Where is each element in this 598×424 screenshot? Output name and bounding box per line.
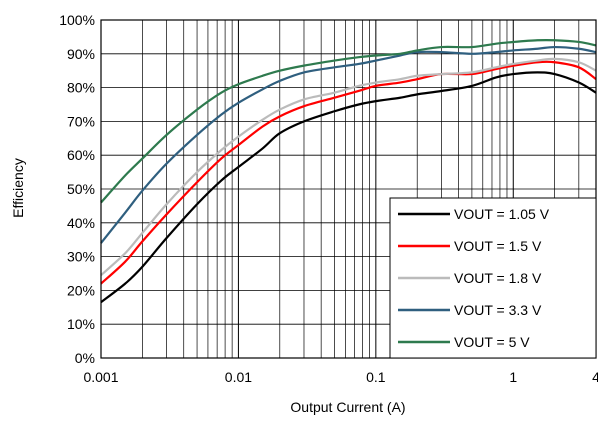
- tick-label-layer: 0% 10% 20% 30% 40% 50% 60% 70% 80% 90% 100% 0.001 0.…: [59, 12, 598, 385]
- series-line-1: [100, 71, 597, 304]
- x-tick-label: 0.01: [225, 369, 252, 385]
- x-tick-label: 0.001: [83, 369, 118, 385]
- y-tick-label: 10%: [67, 316, 95, 332]
- y-tick-label: 100%: [59, 12, 95, 28]
- x-tick-label: 0.1: [366, 369, 386, 385]
- legend-label-2: VOUT = 1.5 V: [454, 238, 542, 254]
- legend: VOUT = 1.05 V VOUT = 1.5 V VOUT = 1.8 V VOU…: [389, 197, 597, 359]
- series-line-3: [100, 57, 597, 277]
- y-tick-label: 60%: [67, 147, 95, 163]
- y-tick-label: 80%: [67, 80, 95, 96]
- y-tick-label: 90%: [67, 46, 95, 62]
- x-axis-title: Output Current (A): [290, 399, 405, 415]
- legend-label-3: VOUT = 1.8 V: [454, 270, 542, 286]
- series-line-2: [100, 60, 597, 285]
- y-tick-label: 0%: [75, 350, 95, 366]
- y-tick-label: 30%: [67, 249, 95, 265]
- y-tick-label: 20%: [67, 282, 95, 298]
- y-tick-label: 70%: [67, 113, 95, 129]
- series-layer: [100, 38, 597, 304]
- series-line-5: [100, 38, 597, 204]
- legend-label-1: VOUT = 1.05 V: [454, 206, 550, 222]
- series-line-4: [100, 45, 597, 244]
- x-tick-label: 1: [509, 369, 517, 385]
- legend-label-4: VOUT = 3.3 V: [454, 302, 542, 318]
- plot-frame: [100, 19, 597, 359]
- y-axis-title: Efficiency: [10, 158, 26, 218]
- y-tick-label: 40%: [67, 215, 95, 231]
- x-tick-label: 4: [592, 369, 598, 385]
- legend-label-5: VOUT = 5 V: [454, 334, 530, 350]
- y-tick-label: 50%: [67, 181, 95, 197]
